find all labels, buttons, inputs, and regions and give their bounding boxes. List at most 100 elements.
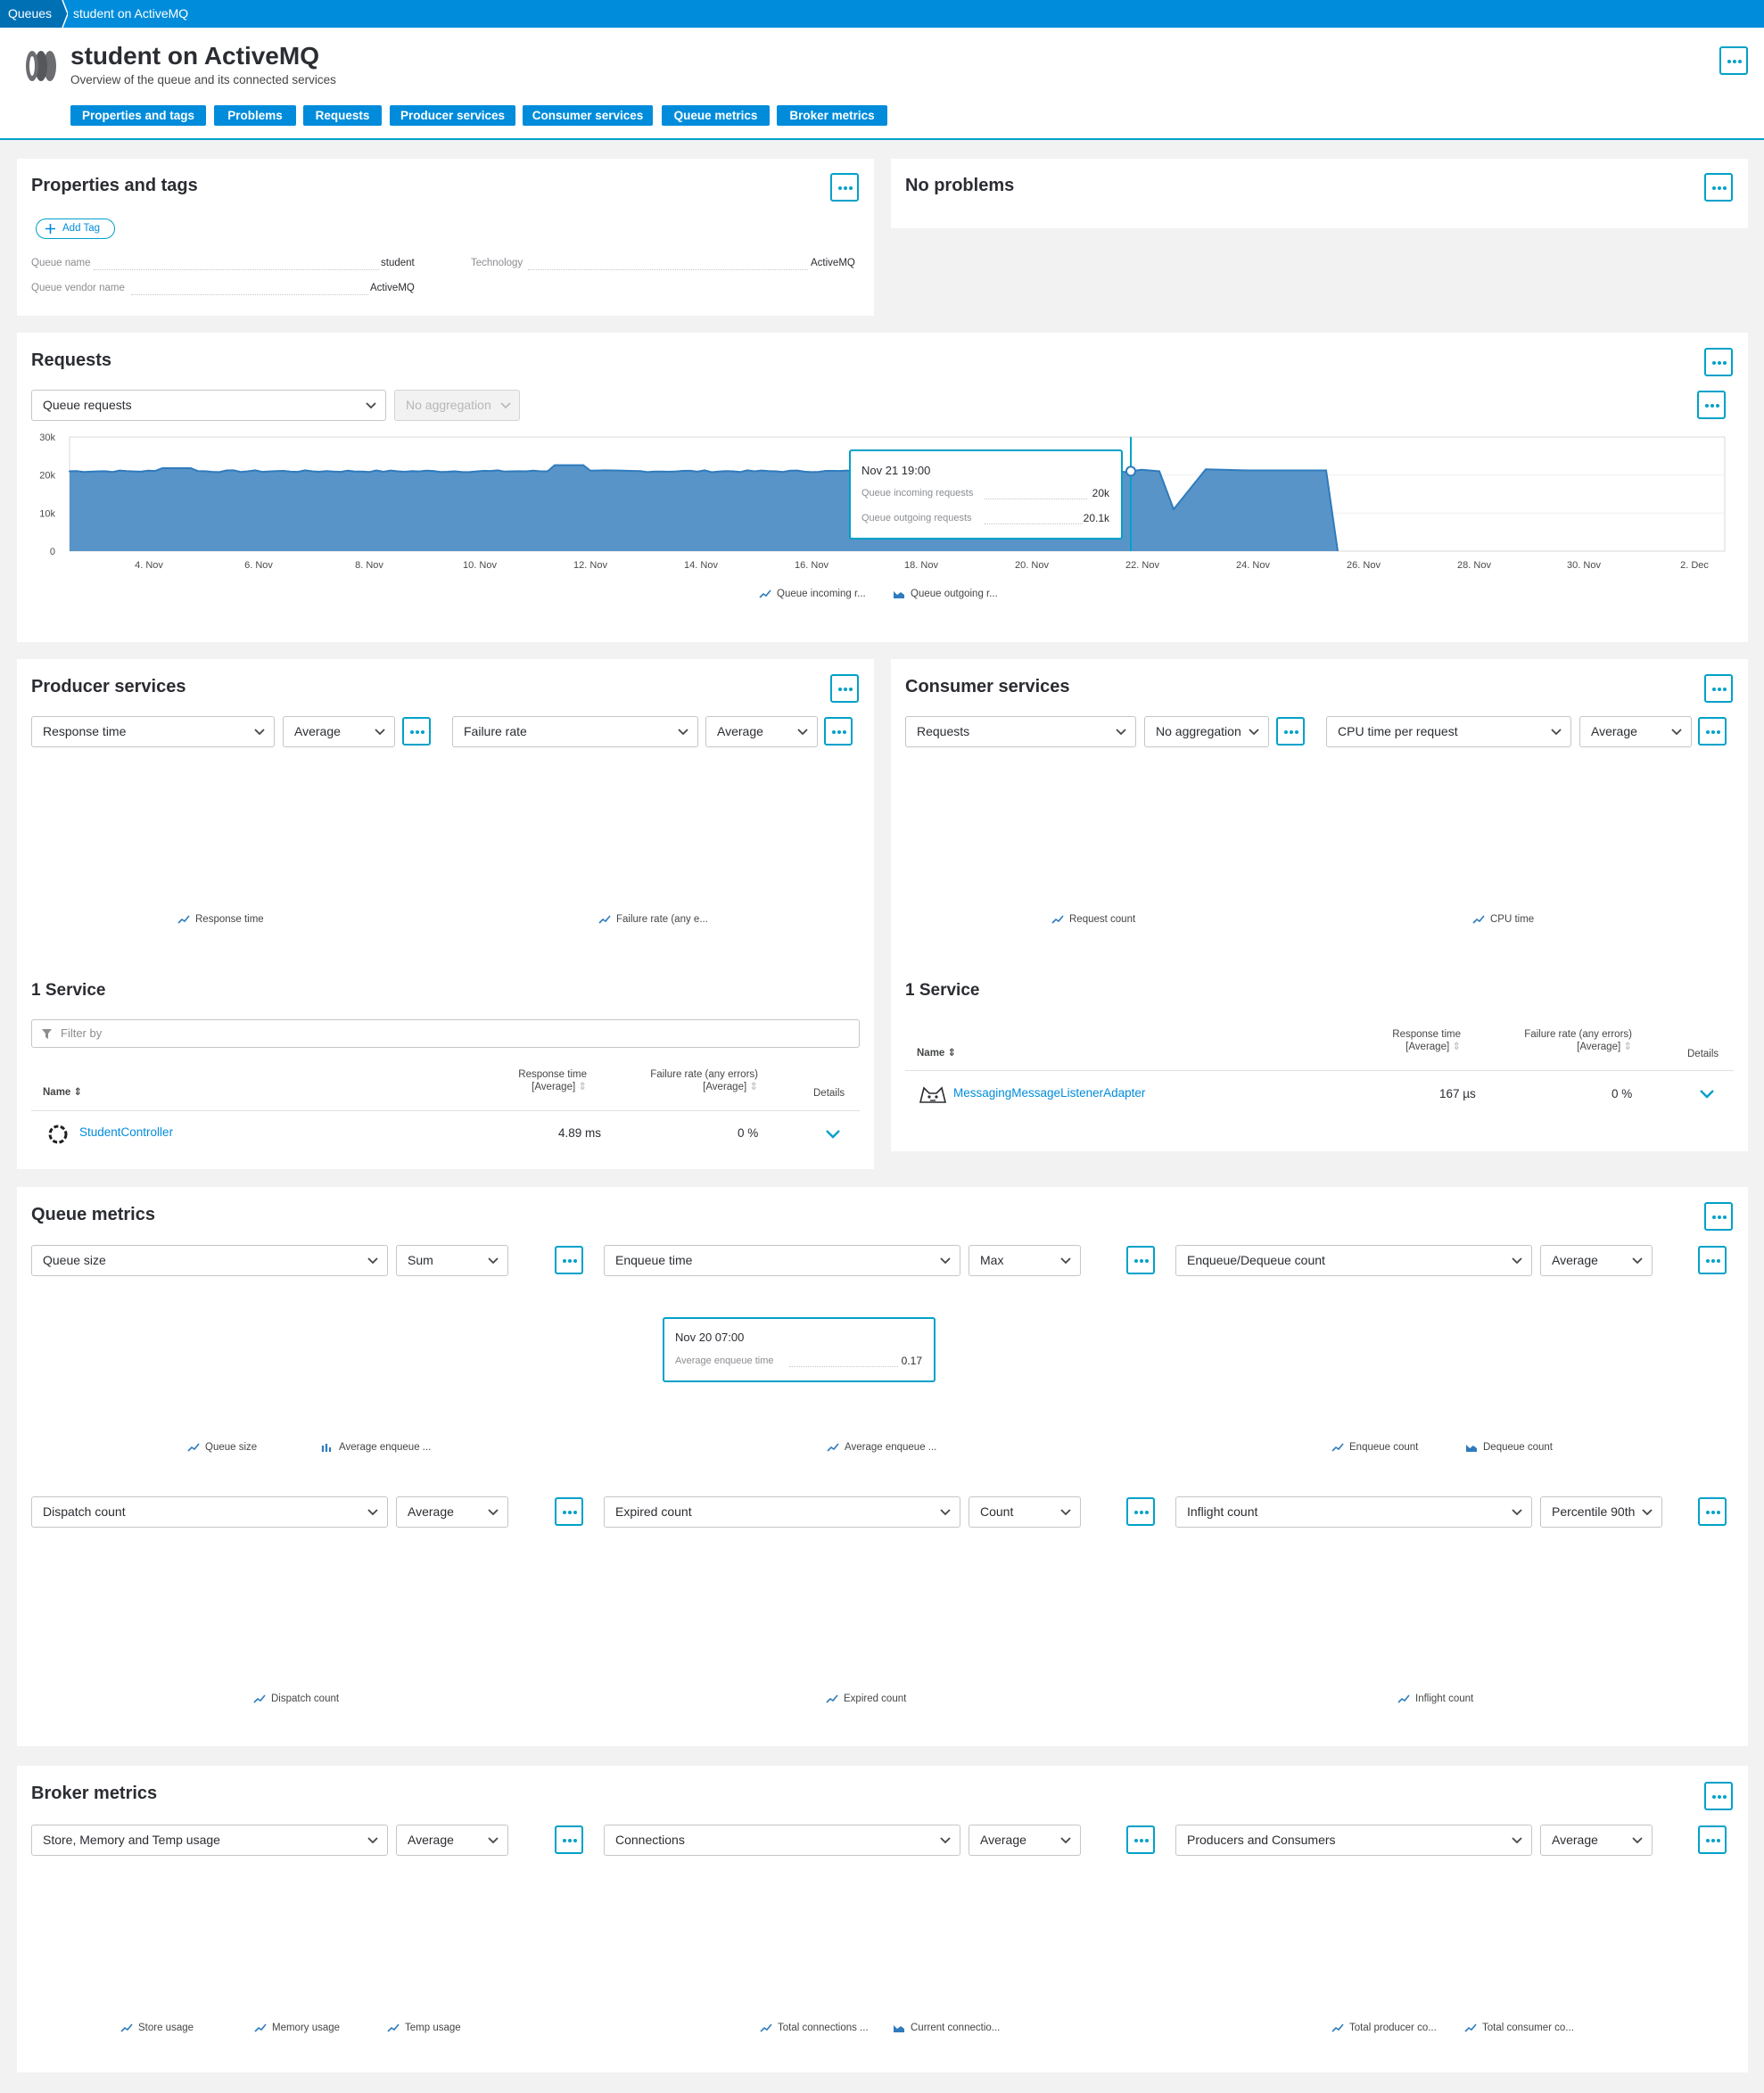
tab-properties-and-tags[interactable]: Properties and tags [70,105,206,126]
column-header-response-time[interactable]: Response time [Average] ⇕ [1392,1029,1461,1052]
expired-menu-button[interactable] [1126,1497,1155,1526]
inflight-menu-button[interactable] [1698,1497,1727,1526]
x-tick-label: 6. Nov [244,560,273,571]
dispatch-menu-button[interactable] [555,1497,583,1526]
producer-metric2-select[interactable]: Failure rate [452,716,698,747]
enq-deq-agg-select[interactable]: Average [1540,1245,1653,1276]
prod-cons-agg-select[interactable]: Average [1540,1825,1653,1856]
legend-item[interactable]: Total producer co... [1331,2023,1437,2033]
consumer-service-link[interactable]: MessagingMessageListenerAdapter [953,1086,1146,1100]
line-series-icon [827,1443,839,1452]
column-header-failure-rate[interactable]: Failure rate (any errors) [Average] ⇕ [1524,1029,1632,1052]
legend-item[interactable]: Inflight count [1397,1693,1473,1704]
requests-menu-button[interactable] [1704,348,1733,376]
filter-placeholder: Filter by [61,1026,103,1040]
consumer-menu-button[interactable] [1704,674,1733,703]
enqueue-time-select[interactable]: Enqueue time [604,1245,960,1276]
legend-item[interactable]: Store usage [120,2023,194,2033]
queue-metrics-menu-button[interactable] [1704,1202,1733,1231]
queue-size-menu-button[interactable] [555,1246,583,1274]
connections-menu-button[interactable] [1126,1825,1155,1854]
enqueue-time-menu-button[interactable] [1126,1246,1155,1274]
expand-details-icon[interactable] [826,1130,840,1139]
properties-menu-button[interactable] [830,173,859,202]
producer-agg2-select[interactable]: Average [705,716,818,747]
consumer-metric1-select[interactable]: Requests [905,716,1136,747]
broker-metrics-menu-button[interactable] [1704,1782,1733,1810]
queue-size-agg-select[interactable]: Sum [396,1245,508,1276]
producer-service-link[interactable]: StudentController [79,1125,174,1139]
consumer-chart1-menu-button[interactable] [1276,717,1305,746]
expand-details-icon[interactable] [1700,1090,1714,1099]
legend-item[interactable]: Request count [1051,914,1135,925]
tab-problems[interactable]: Problems [214,105,296,126]
prod-cons-menu-button[interactable] [1698,1825,1727,1854]
legend-item[interactable]: Queue outgoing r... [893,589,998,599]
legend-item[interactable]: Failure rate (any e... [598,914,708,925]
problems-menu-button[interactable] [1704,173,1733,202]
legend-item[interactable]: Enqueue count [1331,1442,1418,1453]
legend-item[interactable]: Total consumer co... [1464,2023,1574,2033]
dispatch-agg-select[interactable]: Average [396,1496,508,1528]
chevron-down-icon [254,729,265,736]
consumer-metric2-select[interactable]: CPU time per request [1326,716,1571,747]
tab-broker-metrics[interactable]: Broker metrics [777,105,887,126]
legend-item[interactable]: Memory usage [254,2023,340,2033]
consumer-chart2-menu-button[interactable] [1698,717,1727,746]
requests-chart-menu-button[interactable] [1697,391,1726,419]
filter-input[interactable]: Filter by [31,1019,860,1048]
inflight-select[interactable]: Inflight count [1175,1496,1532,1528]
legend-item[interactable]: Expired count [826,1693,906,1704]
queue-size-select[interactable]: Queue size [31,1245,388,1276]
enq-deq-select[interactable]: Enqueue/Dequeue count [1175,1245,1532,1276]
legend-item[interactable]: CPU time [1472,914,1534,925]
dispatch-select[interactable]: Dispatch count [31,1496,388,1528]
producer-menu-button[interactable] [830,674,859,703]
connections-select[interactable]: Connections [604,1825,960,1856]
legend-item[interactable]: Temp usage [387,2023,461,2033]
legend-item[interactable]: Dispatch count [253,1693,339,1704]
legend-item[interactable]: Average enqueue ... [321,1442,431,1453]
tab-producer-services[interactable]: Producer services [390,105,515,126]
producer-chart1-menu-button[interactable] [402,717,431,746]
legend-item[interactable]: Dequeue count [1465,1442,1553,1453]
hover-point [1125,466,1136,477]
consumer-agg2-select[interactable]: Average [1579,716,1692,747]
requests-aggregation-select: No aggregation [394,390,520,421]
producer-agg1-select[interactable]: Average [283,716,395,747]
enqueue-time-agg-select[interactable]: Max [969,1245,1081,1276]
producer-chart2-menu-button[interactable] [824,717,853,746]
add-tag-button[interactable]: Add Tag [36,218,115,239]
producer-metric1-select[interactable]: Response time [31,716,275,747]
chevron-down-icon [500,402,511,409]
legend-item[interactable]: Total connections ... [760,2023,869,2033]
inflight-agg-select[interactable]: Percentile 90th [1540,1496,1662,1528]
column-header-failure-rate[interactable]: Failure rate (any errors) [Average] ⇕ [650,1069,758,1092]
legend-item[interactable]: Response time [177,914,264,925]
breadcrumb-queues-link[interactable]: Queues [8,6,53,21]
chevron-down-icon [367,1257,378,1265]
tab-requests[interactable]: Requests [303,105,382,126]
store-mem-agg-select[interactable]: Average [396,1825,508,1856]
column-header-name[interactable]: Name ⇕ [917,1048,957,1059]
requests-metric-select[interactable]: Queue requests [31,390,386,421]
connections-agg-select[interactable]: Average [969,1825,1081,1856]
column-header-response-time[interactable]: Response time [Average] ⇕ [518,1069,587,1092]
legend-item[interactable]: Current connectio... [893,2023,1000,2033]
tab-consumer-services[interactable]: Consumer services [523,105,653,126]
enq-deq-menu-button[interactable] [1698,1246,1727,1274]
consumer-agg1-select[interactable]: No aggregation [1144,716,1269,747]
column-header-details: Details [1687,1049,1719,1059]
legend-item[interactable]: Queue incoming r... [759,589,866,599]
tab-queue-metrics[interactable]: Queue metrics [662,105,770,126]
column-header-name[interactable]: Name ⇕ [43,1087,83,1098]
expired-agg-select[interactable]: Count [969,1496,1081,1528]
legend-item[interactable]: Average enqueue ... [827,1442,936,1453]
legend-item[interactable]: Queue size [187,1442,257,1453]
store-mem-select[interactable]: Store, Memory and Temp usage [31,1825,388,1856]
tooltip-label: Average enqueue time [675,1356,774,1366]
header-menu-button[interactable] [1719,46,1748,75]
store-mem-menu-button[interactable] [555,1825,583,1854]
prod-cons-select[interactable]: Producers and Consumers [1175,1825,1532,1856]
expired-select[interactable]: Expired count [604,1496,960,1528]
